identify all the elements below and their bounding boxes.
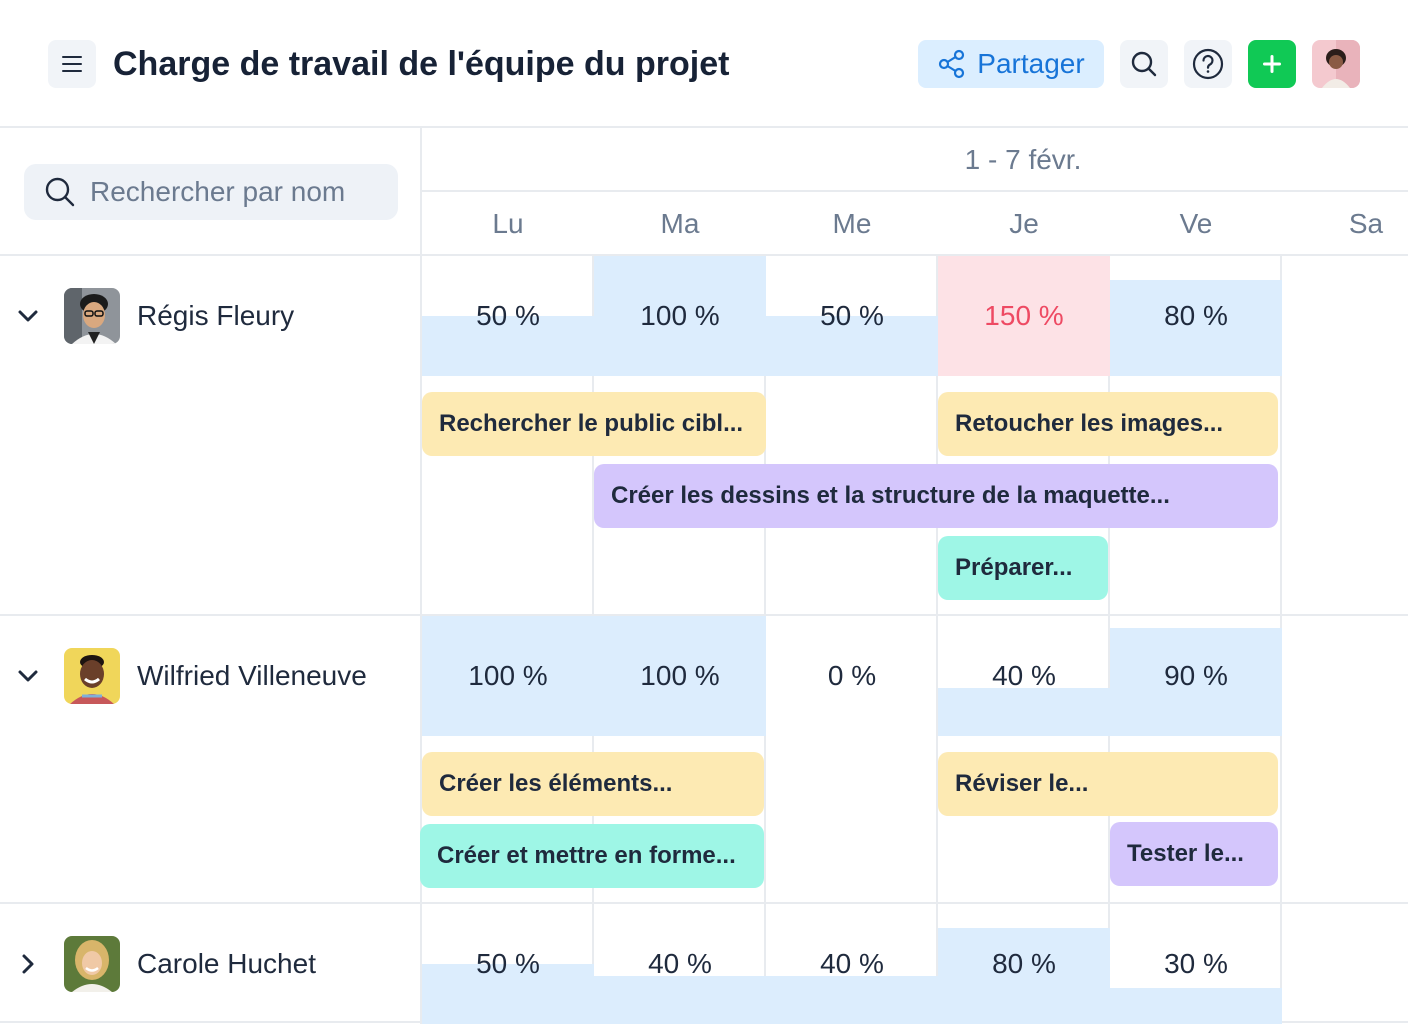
plus-icon: [1263, 55, 1281, 73]
hamburger-icon: [62, 56, 82, 72]
day-header-ma: Ma: [660, 208, 700, 239]
task-bar[interactable]: Créer et mettre en forme...: [420, 824, 764, 888]
workload-cell-overload[interactable]: 150 %: [938, 256, 1110, 376]
chevron-down-icon[interactable]: [16, 664, 40, 688]
day-header-ve: Ve: [1179, 208, 1213, 239]
person-name[interactable]: Carole Huchet: [137, 948, 316, 979]
workload-percent: 80 %: [992, 948, 1056, 979]
workload-cell[interactable]: 50 %: [766, 256, 938, 376]
workload-fill: [766, 316, 938, 376]
task-bar[interactable]: Tester le...: [1110, 822, 1278, 886]
day-header-je: Je: [1009, 208, 1039, 239]
workload-cell[interactable]: 40 %: [594, 904, 766, 1024]
workload-percent: 50 %: [476, 300, 540, 331]
workload-cell[interactable]: 100 %: [594, 616, 766, 736]
workload-percent: 150 %: [984, 300, 1064, 331]
workload-cell[interactable]: 0 %: [766, 616, 938, 736]
task-bar[interactable]: Créer les éléments...: [422, 752, 764, 816]
workload-fill: [422, 964, 594, 1024]
page-title: Charge de travail de l'équipe du projet: [113, 45, 730, 83]
search-icon: [45, 177, 75, 207]
search-box: [24, 164, 398, 220]
task-bar[interactable]: Préparer...: [938, 536, 1108, 600]
avatar: [64, 936, 120, 992]
user-avatar-image: [1312, 40, 1360, 88]
overload-fill: [938, 256, 1110, 376]
share-button-label: Partager: [977, 48, 1085, 79]
workload-cell[interactable]: 80 %: [1110, 256, 1282, 376]
day-column-divider: [1108, 254, 1110, 1024]
workload-fill: [766, 976, 938, 1024]
task-bar[interactable]: Créer les dessins et la structure de la …: [594, 464, 1278, 528]
workload-percent: 50 %: [820, 300, 884, 331]
workload-fill: [422, 316, 594, 376]
help-icon: [1192, 48, 1224, 80]
avatar-image: [64, 936, 120, 992]
workload-fill: [1110, 628, 1282, 736]
day-header-sa: Sa: [1348, 208, 1384, 239]
task-bar[interactable]: Rechercher le public cibl...: [422, 392, 766, 456]
person-name[interactable]: Régis Fleury: [137, 300, 295, 331]
header-divider: [0, 126, 1408, 128]
workload-percent: 90 %: [1164, 660, 1228, 691]
avatar: [64, 648, 120, 704]
workload-cell[interactable]: 50 %: [422, 904, 594, 1024]
workload-percent: 40 %: [992, 660, 1056, 691]
user-avatar[interactable]: [1312, 40, 1360, 88]
workload-fill: [938, 928, 1110, 1024]
column-header-divider: [0, 254, 1408, 256]
share-icon: [939, 49, 965, 79]
workload-percent: 100 %: [468, 660, 548, 691]
workload-percent: 50 %: [476, 948, 540, 979]
day-column-divider: [936, 254, 938, 1024]
task-bar[interactable]: Retoucher les images...: [938, 392, 1278, 456]
workload-cell[interactable]: 100 %: [422, 616, 594, 736]
week-range-label: 1 - 7 févr.: [964, 144, 1082, 175]
workload-fill: [422, 616, 594, 736]
workload-fill: [594, 256, 766, 376]
workload-fill: [594, 976, 766, 1024]
add-button[interactable]: [1248, 40, 1296, 88]
workload-fill: [594, 616, 766, 736]
workload-percent: 100 %: [640, 660, 720, 691]
menu-button[interactable]: [48, 40, 96, 88]
chevron-right-icon[interactable]: [16, 952, 40, 976]
row-divider: [0, 902, 1408, 904]
sidebar-divider: [420, 126, 422, 1024]
chevron-down-icon[interactable]: [16, 304, 40, 328]
search-button[interactable]: [1120, 40, 1168, 88]
person-name[interactable]: Wilfried Villeneuve: [137, 660, 367, 691]
workload-percent: 40 %: [648, 948, 712, 979]
workload-cell[interactable]: 40 %: [766, 904, 938, 1024]
avatar-image: [64, 648, 120, 704]
workload-percent: 80 %: [1164, 300, 1228, 331]
week-divider: [422, 190, 1408, 192]
day-header-lu: Lu: [492, 208, 524, 239]
app-header: Charge de travail de l'équipe du projet …: [0, 0, 1408, 128]
workload-fill: [1110, 280, 1282, 376]
workload-fill: [938, 688, 1110, 736]
avatar-image: [64, 288, 120, 344]
task-bar[interactable]: Réviser le...: [938, 752, 1278, 816]
help-button[interactable]: [1184, 40, 1232, 88]
workload-percent: 0 %: [827, 660, 877, 691]
workload-cell[interactable]: 90 %: [1110, 616, 1282, 736]
workload-cell[interactable]: 50 %: [422, 256, 594, 376]
workload-percent: 30 %: [1164, 948, 1228, 979]
share-button[interactable]: Partager: [918, 40, 1104, 88]
workload-cell[interactable]: 30 %: [1110, 904, 1282, 1024]
workload-cell[interactable]: 40 %: [938, 616, 1110, 736]
row-divider: [0, 614, 1408, 616]
workload-cell[interactable]: 80 %: [938, 904, 1110, 1024]
avatar: [64, 288, 120, 344]
day-header-me: Me: [832, 208, 872, 239]
workload-percent: 100 %: [640, 300, 720, 331]
workload-cell[interactable]: 100 %: [594, 256, 766, 376]
search-icon: [1131, 51, 1157, 77]
workload-percent: 40 %: [820, 948, 884, 979]
search-input[interactable]: [90, 176, 390, 208]
workload-fill: [1110, 988, 1282, 1024]
